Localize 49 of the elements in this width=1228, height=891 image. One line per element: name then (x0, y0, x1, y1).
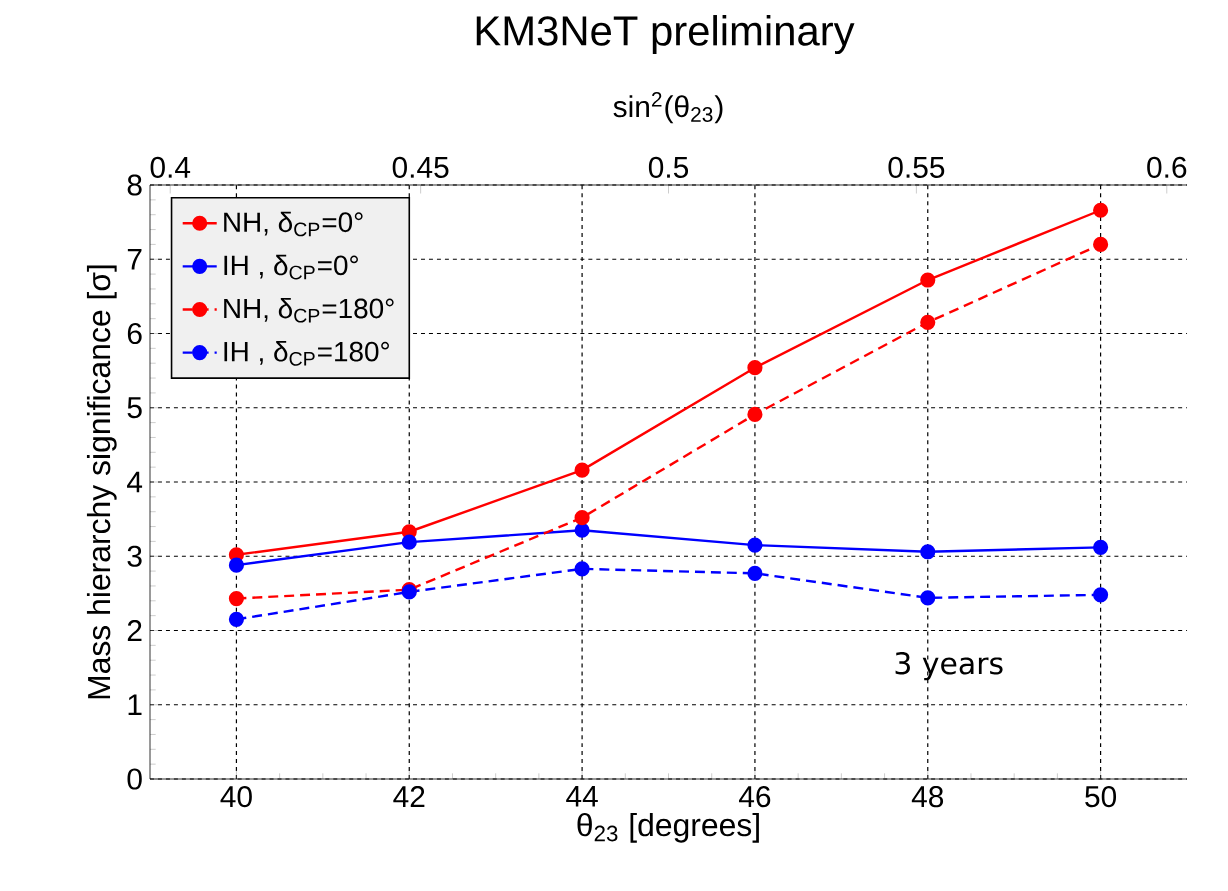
point (920, 590, 936, 606)
y-tick-label: 2 (127, 620, 142, 641)
x2-tick-label: 0.55 (888, 156, 945, 178)
y-tick-label: 5 (127, 397, 142, 419)
x2-tick-label: 0.45 (392, 156, 449, 178)
point (747, 406, 763, 423)
point (747, 565, 763, 581)
x-tick-label: 46 (738, 786, 771, 808)
chart-title: KM3NeT preliminary (476, 15, 855, 55)
point (574, 522, 590, 538)
x-tick-label: 44 (566, 786, 598, 807)
x-axis-title: θ$_{23}$ [degrees] (577, 812, 759, 843)
x2-tick-label: 0.5 (648, 156, 689, 178)
legend-label: NH, δ$_{CP}$=0° (224, 211, 363, 237)
x2-axis-title: sin$^{2}$(θ$_{23}$) (613, 91, 723, 124)
x2-tick-label: 0.6 (1147, 156, 1187, 178)
x-tick-label: 50 (1085, 786, 1117, 808)
point (1093, 202, 1109, 218)
y-tick-label: 3 (127, 545, 142, 567)
y-tick-label: 0 (127, 768, 142, 790)
y-tick-label: 6 (127, 322, 142, 345)
point (920, 272, 936, 288)
point (920, 544, 936, 560)
x-tick-label: 40 (220, 786, 252, 808)
point (228, 591, 244, 607)
point (228, 557, 244, 573)
point (747, 360, 763, 376)
y-tick-label: 7 (127, 248, 142, 270)
y-axis-title: Mass hierarchy significance [σ] (86, 265, 117, 699)
y-tick-label: 8 (127, 174, 142, 196)
point (747, 537, 763, 553)
point (920, 314, 936, 330)
x-tick-label: 42 (393, 786, 425, 807)
point (228, 611, 244, 627)
point (574, 561, 590, 577)
legend-label: IH , δ$_{CP}$=180° (224, 341, 389, 366)
point (1093, 236, 1109, 252)
point (1093, 539, 1109, 555)
legend-label: NH, δ$_{CP}$=180° (224, 297, 394, 323)
point (401, 534, 417, 550)
y-tick-label: 1 (128, 694, 142, 716)
point (574, 510, 590, 526)
point (574, 462, 590, 478)
annotation: 3 years (895, 651, 1003, 681)
legend-label: IH , δ$_{CP}$=0° (224, 254, 358, 280)
y-tick-label: 4 (127, 471, 143, 493)
x2-tick-label: 0.4 (150, 156, 191, 178)
point (1093, 587, 1109, 603)
x-tick-label: 48 (911, 786, 944, 808)
